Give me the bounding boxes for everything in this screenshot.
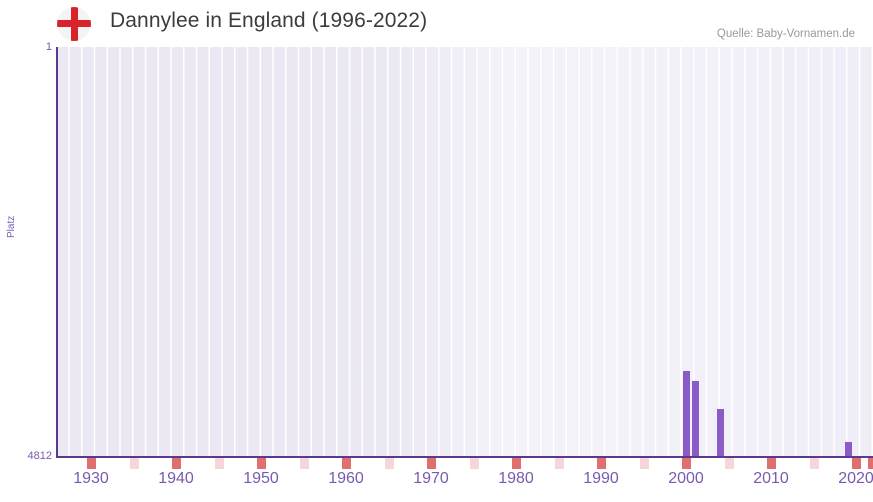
- x-axis-tick-major: [172, 458, 181, 469]
- x-axis-line: [56, 456, 873, 458]
- x-axis-tick-major: [682, 458, 691, 469]
- x-axis-tick-minor: [639, 458, 649, 469]
- y-axis-tick-top: 1: [45, 41, 52, 53]
- x-axis-tick-minor: [129, 458, 139, 469]
- source-attribution: Quelle: Baby-Vornamen.de: [716, 28, 855, 40]
- chart-plot-area: [57, 47, 873, 457]
- x-axis-tick-minor: [299, 458, 309, 469]
- flag-cross-horizontal: [57, 20, 91, 27]
- x-axis-tick-major: [597, 458, 606, 469]
- chart-gridlines: [57, 47, 873, 457]
- x-axis-label: 1970: [413, 470, 449, 487]
- x-axis-label: 1990: [583, 470, 619, 487]
- x-axis-tick-labels: 1930 1940 1950 1960 1970 1980 1990 2000 2010 2020: [0, 470, 873, 500]
- page-title: Dannylee in England (1996-2022): [110, 9, 428, 32]
- england-flag-icon: [57, 7, 91, 41]
- x-axis-label: 2000: [668, 470, 704, 487]
- x-axis-label: 2020: [838, 470, 873, 487]
- x-axis-tick-major: [868, 458, 873, 469]
- x-axis-tick-major: [257, 458, 266, 469]
- chart-bar: [844, 442, 852, 457]
- chart-bar: [683, 370, 690, 457]
- x-axis-tick-minor: [469, 458, 479, 469]
- x-axis-tick-major: [767, 458, 776, 469]
- x-axis-tick-minor: [384, 458, 394, 469]
- y-axis-title: Platz: [6, 215, 17, 238]
- chart-bar: [691, 381, 699, 457]
- y-axis-tick-bottom: 4812: [27, 450, 52, 462]
- x-axis-label: 2010: [753, 470, 789, 487]
- x-axis-label: 1940: [158, 470, 194, 487]
- x-axis-tick-minor: [724, 458, 734, 469]
- x-axis-label: 1930: [73, 470, 109, 487]
- x-axis-tick-major: [852, 458, 861, 469]
- y-axis-line: [56, 47, 58, 458]
- x-axis-label: 1980: [498, 470, 534, 487]
- x-axis-tick-major: [342, 458, 351, 469]
- chart-header: Dannylee in England (1996-2022) Quelle: …: [0, 0, 873, 47]
- x-axis-label: 1960: [328, 470, 364, 487]
- x-axis-tick-minor: [809, 458, 819, 469]
- x-axis-tick-major: [87, 458, 96, 469]
- x-axis-label: 1950: [243, 470, 279, 487]
- x-axis-tick-minor: [214, 458, 224, 469]
- chart-bar: [717, 409, 724, 457]
- x-axis-ticks: [57, 458, 873, 470]
- x-axis-tick-major: [427, 458, 436, 469]
- x-axis-tick-minor: [554, 458, 564, 469]
- x-axis-tick-major: [512, 458, 521, 469]
